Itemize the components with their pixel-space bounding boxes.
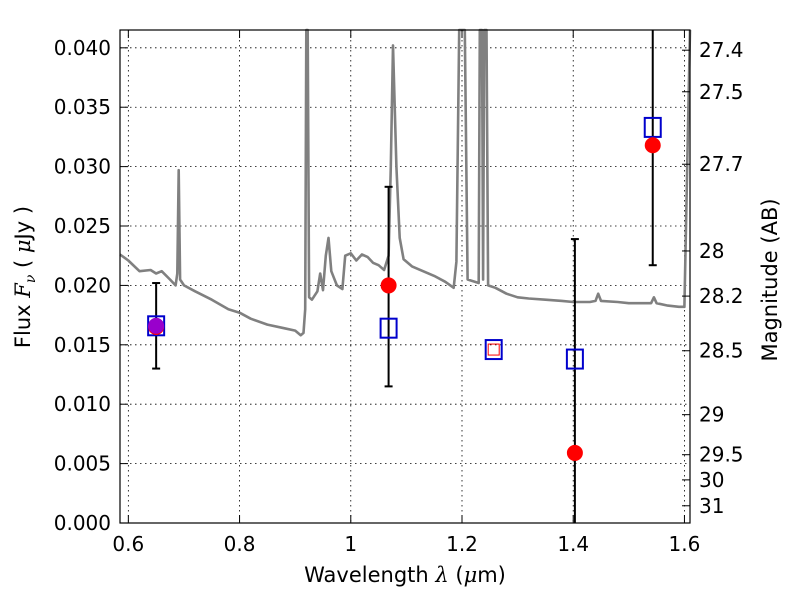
y-tick-label: 0.005	[54, 452, 111, 476]
x-axis-label: Wavelength λ (μm)	[304, 563, 506, 587]
x-tick-label: 0.6	[112, 532, 144, 556]
y-tick-label: 0.030	[54, 155, 111, 179]
observed-flux-point	[566, 444, 583, 461]
synthetic-flux-square	[379, 317, 398, 339]
y-tick-label: 0.025	[54, 214, 111, 238]
inner-square-marker	[487, 343, 500, 356]
x-tick-label: 1.4	[557, 532, 589, 556]
observed-flux-point	[380, 277, 397, 294]
model-spectrum-line	[119, 28, 692, 337]
y-tick-label: 0.035	[54, 95, 111, 119]
x-tick-label: 1	[344, 532, 357, 556]
observed-flux-point	[644, 137, 661, 154]
synthetic-flux-square	[565, 348, 584, 370]
synthetic-flux-square	[643, 116, 662, 138]
grid-lines	[120, 30, 690, 524]
y2-tick-label: 28.2	[699, 284, 744, 308]
plot-frame	[119, 29, 691, 524]
y2-tick-label: 27.7	[699, 152, 744, 176]
y-tick-label: 0.040	[54, 36, 111, 60]
model-spectrum-polyline	[119, 28, 692, 337]
y-axis-label: Flux Fν ( μJy )	[11, 206, 39, 348]
y-tick-label: 0.010	[54, 392, 111, 416]
axis-ticks: 0.6 0.8 1 1.2 1.4 1.6 0.000 0.005 0.010 0.015 0.02…	[54, 30, 744, 556]
y2-tick-label: 29	[699, 403, 724, 427]
y2-tick-label: 29.5	[699, 443, 744, 467]
x-tick-label: 1.6	[669, 532, 701, 556]
data-markers	[147, 116, 662, 461]
y-tick-label: 0.020	[54, 273, 111, 297]
y2-tick-label: 28	[699, 239, 724, 263]
y-tick-label: 0.015	[54, 333, 111, 357]
y2-tick-label: 27.4	[699, 38, 744, 62]
overlap-point	[148, 317, 165, 334]
x-tick-label: 0.8	[224, 532, 256, 556]
y2-tick-label: 27.5	[699, 80, 744, 104]
synthetic-flux-square	[484, 339, 503, 361]
y-tick-label: 0.000	[54, 511, 111, 535]
x-tick-label: 1.2	[446, 532, 478, 556]
y2-tick-label: 30	[699, 468, 724, 492]
y2-axis-label: Magnitude (AB)	[758, 198, 782, 361]
y2-tick-label: 28.5	[699, 339, 744, 363]
y2-tick-label: 31	[699, 494, 724, 518]
